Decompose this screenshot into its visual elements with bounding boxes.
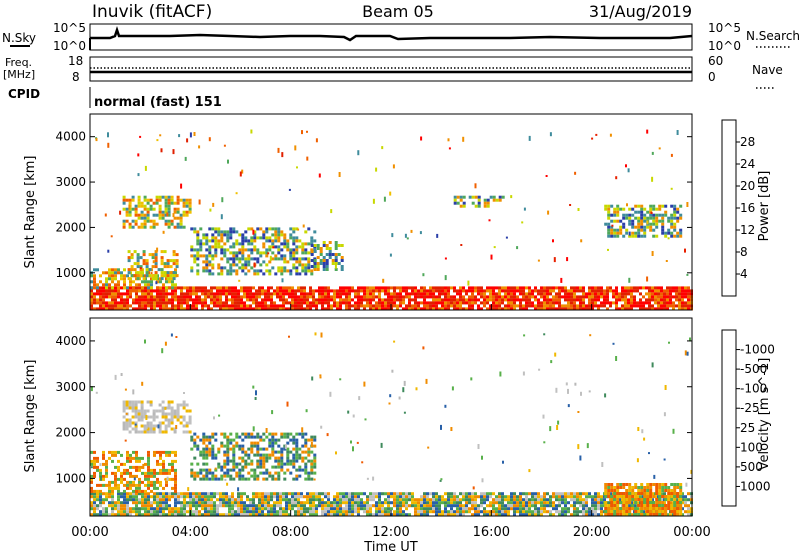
velocity-scatter <box>90 332 693 492</box>
velocity-ytick-label: 1000 <box>55 471 86 485</box>
nsearch-tick-bottom: 10^0 <box>708 39 741 53</box>
power-heatmap <box>90 129 693 311</box>
nsky-tick-bottom: 10^0 <box>53 39 86 53</box>
freq-label-1: Freq. <box>5 56 32 69</box>
power-cbar-tick-label: 4 <box>740 267 748 281</box>
nave-label: Nave <box>752 63 783 77</box>
cpid-value: normal (fast) 151 <box>94 95 222 110</box>
nave-tick-top: 60 <box>708 54 723 68</box>
time-axis-label: Time UT <box>363 540 417 554</box>
power-ytick-label: 1000 <box>55 266 86 280</box>
velocity-panel: 1000 2000 3000 4000 00:00 04:00 08:00 12:00 16:… <box>23 304 775 554</box>
power-region <box>453 195 505 208</box>
velocity-region <box>190 432 317 481</box>
date-title: 31/Aug/2019 <box>589 2 692 21</box>
power-region <box>604 204 683 238</box>
power-region <box>310 241 344 271</box>
power-ytick-label: 4000 <box>55 130 86 144</box>
velocity-cbar-tick-label: -100 <box>740 382 767 396</box>
time-tick-label: 20:00 <box>573 525 610 540</box>
beam-title: Beam 05 <box>362 2 434 21</box>
velocity-colorbar: 1000 500 100 25 -25 -100 -500 -1000 <box>721 329 775 507</box>
nsky-panel: N.Sky 10^5 10^0 10^5 10^0 N.Search <box>2 21 800 53</box>
velocity-cbar-tick-label: 1000 <box>740 479 771 493</box>
power-ytick-label: 2000 <box>55 220 86 234</box>
velocity-cbar-tick-label: -25 <box>740 401 760 415</box>
freq-label-2: [MHz] <box>3 68 35 81</box>
velocity-ytick-label: 3000 <box>55 380 86 394</box>
velocity-colorbar-frame <box>721 329 737 507</box>
power-colorbar-frame <box>721 119 737 297</box>
station-title: Inuvik (fitACF) <box>92 2 212 22</box>
power-cbar-tick-label: 12 <box>740 223 755 237</box>
power-region <box>90 268 177 290</box>
power-ytick-label: 3000 <box>55 175 86 189</box>
power-colorbar: 4 8 12 16 20 24 28 <box>721 119 755 297</box>
nsky-label: N.Sky <box>2 31 36 45</box>
power-colorbar-label: Power [dB] <box>757 171 772 242</box>
nsky-tick-top: 10^5 <box>53 21 86 35</box>
velocity-cbar-tick-label: -1000 <box>740 343 775 357</box>
power-cbar-tick-label: 20 <box>740 179 755 193</box>
velocity-region <box>604 483 683 516</box>
velocity-cbar-tick-label: 500 <box>740 460 763 474</box>
power-cbar-tick-label: 8 <box>740 245 748 259</box>
nsearch-label: N.Search <box>746 29 800 43</box>
time-tick-label: 08:00 <box>272 525 309 540</box>
velocity-xticks: 00:00 04:00 08:00 12:00 16:00 20:00 00:00 <box>71 304 711 540</box>
freq-tick-top: 18 <box>68 54 83 68</box>
time-tick-label: 16:00 <box>473 525 510 540</box>
velocity-region <box>90 450 177 493</box>
power-cbar-tick-label: 28 <box>740 135 755 149</box>
power-cbar-tick-label: 24 <box>740 157 755 171</box>
power-panel: 1000 2000 3000 4000 Slant Range [km] 4 8 12 16… <box>23 113 772 311</box>
power-cbar-tick-label: 16 <box>740 201 755 215</box>
velocity-ytick-label: 2000 <box>55 426 86 440</box>
time-tick-label: 04:00 <box>172 525 209 540</box>
time-tick-label: 12:00 <box>372 525 409 540</box>
power-scatter <box>95 129 689 286</box>
time-tick-label: 00:00 <box>71 525 108 540</box>
velocity-region <box>122 400 192 434</box>
freq-panel: Freq. [MHz] 18 8 60 0 Nave CPID normal (… <box>3 54 783 110</box>
nsearch-tick-top: 10^5 <box>708 21 741 35</box>
power-region <box>122 195 192 229</box>
time-tick-label: 00:00 <box>673 525 710 540</box>
cpid-label: CPID <box>8 87 40 101</box>
velocity-ytick-label: 4000 <box>55 334 86 348</box>
nave-tick-bottom: 0 <box>708 70 716 84</box>
power-region <box>127 250 179 281</box>
power-yticks: 1000 2000 3000 4000 <box>55 130 692 280</box>
power-region <box>190 227 317 276</box>
velocity-ylabel: Slant Range [km] <box>23 360 38 473</box>
power-ylabel: Slant Range [km] <box>23 156 38 269</box>
freq-tick-bottom: 8 <box>72 70 80 84</box>
power-region <box>90 286 693 311</box>
nsky-line <box>90 26 693 42</box>
velocity-yticks: 1000 2000 3000 4000 <box>55 334 692 485</box>
velocity-colorbar-label: Velocity [m s^-1] <box>757 358 772 471</box>
velocity-cbar-tick-label: 100 <box>740 440 763 454</box>
velocity-cbar-tick-label: 25 <box>740 421 755 435</box>
velocity-cbar-tick-label: -500 <box>740 362 767 376</box>
velocity-heatmap <box>90 332 693 517</box>
